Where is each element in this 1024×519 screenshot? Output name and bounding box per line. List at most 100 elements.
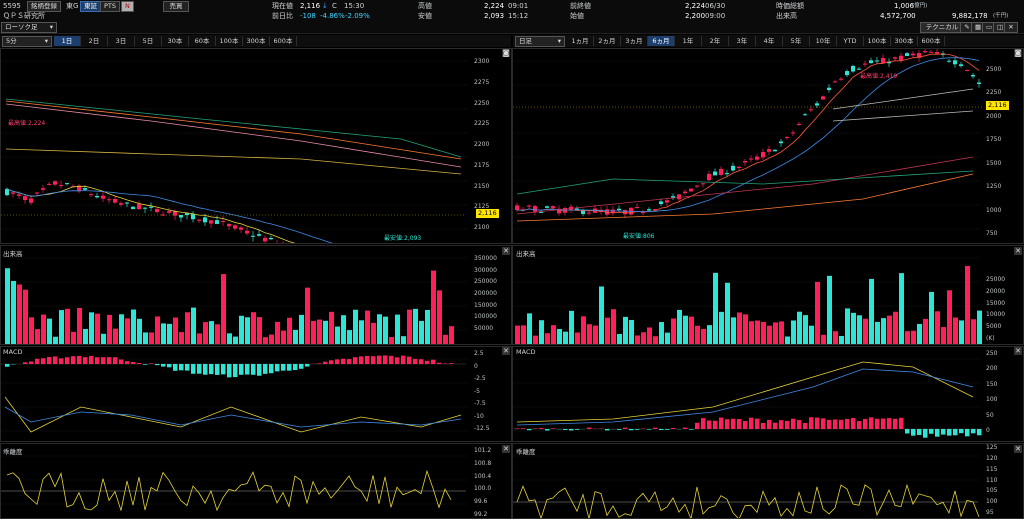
- macd-histogram-bar: [227, 364, 232, 378]
- right-high-annotation: 最高値:2,419: [860, 73, 898, 80]
- candle-body: [251, 235, 255, 237]
- close-icon[interactable]: ✕: [1004, 22, 1018, 33]
- close-icon[interactable]: ✕: [502, 347, 510, 355]
- left-tab-5[interactable]: 60本: [189, 36, 216, 46]
- volume-bar: [515, 325, 520, 344]
- candle-body: [191, 213, 195, 220]
- left-tab-6[interactable]: 100本: [216, 36, 243, 46]
- macd-histogram-bar: [257, 364, 262, 376]
- left-interval-select[interactable]: 5分 ▾: [2, 36, 52, 47]
- left-volume-tick: 250000: [474, 278, 497, 286]
- close-icon[interactable]: ✕: [502, 445, 510, 453]
- volume-bar: [917, 323, 922, 344]
- candle-body: [779, 141, 783, 144]
- camera-icon[interactable]: ◙: [1014, 49, 1022, 57]
- candle-body: [41, 188, 45, 190]
- volume-bar: [773, 322, 778, 344]
- trend-line-upper: [832, 88, 974, 110]
- candle-body: [641, 211, 645, 214]
- candle-body: [647, 209, 651, 211]
- register-button[interactable]: 銘柄登録: [27, 1, 61, 12]
- right-tab-6[interactable]: 3年: [729, 36, 756, 46]
- right-volume-pane[interactable]: [512, 245, 1024, 345]
- volume-bar: [317, 319, 322, 344]
- right-tab-9[interactable]: 10年: [810, 36, 837, 46]
- volume-bar: [335, 326, 340, 344]
- volume-bar: [947, 290, 952, 344]
- macd-histogram-bar: [275, 364, 280, 372]
- macd-histogram-bar: [437, 362, 442, 364]
- close-icon[interactable]: ✕: [1014, 445, 1022, 453]
- macd-histogram-bar: [953, 429, 958, 436]
- ma-pink-line: [5, 103, 462, 168]
- volume-bar: [551, 325, 556, 344]
- n-icon[interactable]: N: [121, 1, 134, 12]
- macd-histogram-bar: [965, 429, 970, 437]
- close-icon[interactable]: ✕: [502, 247, 510, 255]
- left-osc-pane[interactable]: [0, 443, 512, 519]
- left-tab-4[interactable]: 30本: [162, 36, 189, 46]
- camera-icon[interactable]: ◙: [502, 49, 510, 57]
- ma-mid-line: [516, 57, 980, 213]
- volume-bar: [83, 328, 88, 344]
- left-tab-3[interactable]: 5日: [135, 36, 162, 46]
- right-tab-10[interactable]: YTD: [837, 36, 864, 46]
- right-volume-title: 出来高: [516, 250, 536, 258]
- candle-body: [677, 194, 681, 200]
- tab-tse[interactable]: 東証: [80, 1, 101, 12]
- volume-bar: [791, 320, 796, 344]
- volume-bar: [275, 321, 280, 344]
- close-icon[interactable]: ✕: [1014, 347, 1022, 355]
- left-tab-1[interactable]: 2日: [81, 36, 108, 46]
- left-price-pane[interactable]: [0, 48, 512, 244]
- right-tab-4[interactable]: 1年: [675, 36, 702, 46]
- candle-body: [953, 60, 957, 65]
- close-icon[interactable]: ✕: [1014, 247, 1022, 255]
- right-osc-pane[interactable]: [512, 443, 1024, 519]
- right-tab-0[interactable]: 1ヵ月: [567, 36, 594, 46]
- volume-bar: [425, 309, 430, 344]
- right-macd-pane[interactable]: [512, 346, 1024, 442]
- right-tab-8[interactable]: 5年: [783, 36, 810, 46]
- left-tab-8[interactable]: 600本: [270, 36, 297, 46]
- volume-bar: [617, 333, 622, 344]
- left-tab-2[interactable]: 3日: [108, 36, 135, 46]
- right-tab-7[interactable]: 4年: [756, 36, 783, 46]
- candle-body: [245, 230, 249, 234]
- macd-histogram-bar: [713, 420, 718, 429]
- right-tab-1[interactable]: 2ヵ月: [594, 36, 621, 46]
- volume-bar: [665, 332, 670, 344]
- right-interval-select[interactable]: 日足 ▾: [515, 36, 565, 47]
- macd-histogram-bar: [179, 364, 184, 371]
- right-tab-3[interactable]: 6ヵ月: [648, 36, 675, 46]
- candle-body: [719, 168, 723, 175]
- candle-body: [845, 71, 849, 76]
- company-name: ＱＰＳ研究所: [3, 12, 45, 20]
- macd-histogram-bar: [899, 417, 904, 429]
- right-tab-12[interactable]: 300本: [891, 36, 918, 46]
- candle-body: [155, 208, 159, 213]
- right-price-pane[interactable]: [512, 48, 1024, 244]
- right-tab-5[interactable]: 2年: [702, 36, 729, 46]
- macd-histogram-bar: [359, 356, 364, 364]
- candle-body: [965, 69, 969, 71]
- right-tab-13[interactable]: 600本: [918, 36, 945, 46]
- left-tab-0[interactable]: 1日: [54, 36, 81, 46]
- left-macd-pane[interactable]: [0, 346, 512, 442]
- volume-bar: [683, 315, 688, 344]
- macd-histogram-bar: [281, 364, 286, 371]
- left-volume-pane[interactable]: [0, 245, 512, 345]
- trade-button[interactable]: 売買: [163, 1, 189, 12]
- mcap-unit: (億円): [912, 3, 928, 9]
- tab-pts[interactable]: PTS: [100, 1, 121, 12]
- right-osc-tick: 115: [986, 465, 998, 473]
- right-tab-2[interactable]: 3ヵ月: [621, 36, 648, 46]
- ma-short-line: [6, 185, 296, 243]
- right-tab-11[interactable]: 100本: [864, 36, 891, 46]
- left-tab-7[interactable]: 300本: [243, 36, 270, 46]
- technical-button[interactable]: テクニカル: [920, 22, 964, 33]
- volume-bar: [839, 335, 844, 344]
- volume-bar: [785, 336, 790, 344]
- chart-type-select[interactable]: ローソク足 ▾: [1, 22, 57, 33]
- macd-histogram-bar: [173, 364, 178, 371]
